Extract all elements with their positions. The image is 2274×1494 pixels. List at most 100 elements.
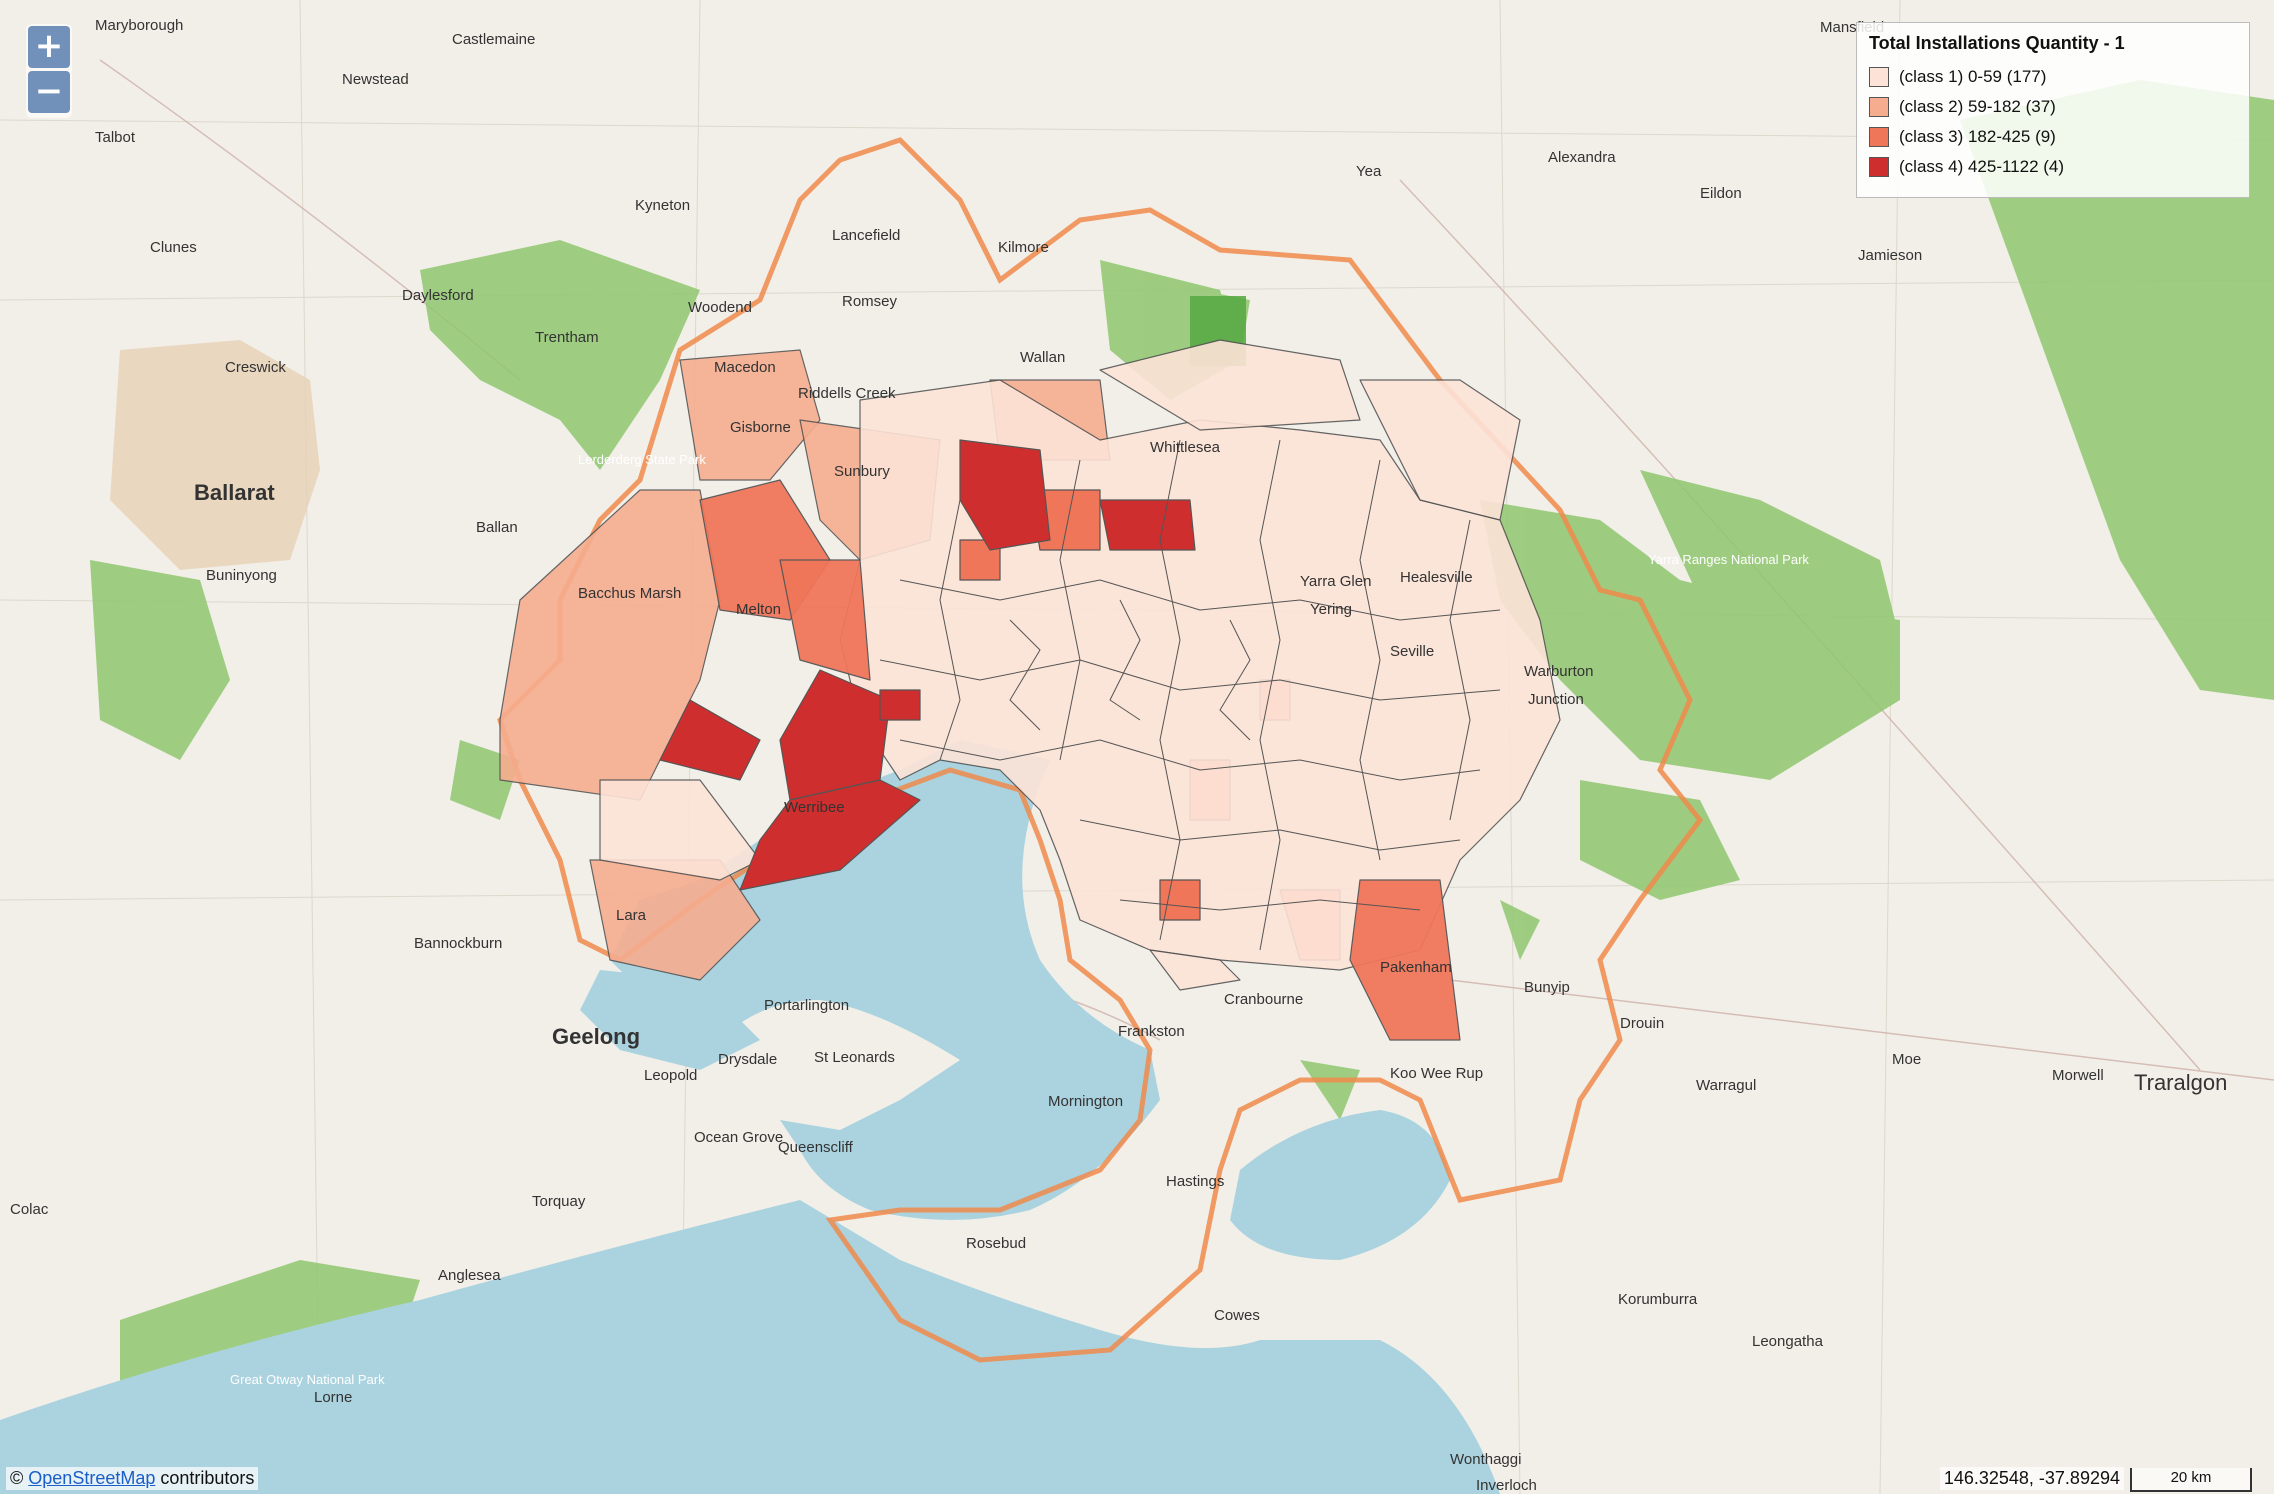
place-label: Newstead (342, 71, 409, 88)
place-label: Hastings (1166, 1173, 1224, 1190)
place-label: Werribee (784, 799, 845, 816)
legend-row: (class 3) 182-425 (9) (1869, 122, 2237, 152)
place-label: Ballarat (194, 480, 275, 505)
place-label: St Leonards (814, 1049, 895, 1066)
place-label: Clunes (150, 239, 197, 256)
region-class-4 (879, 689, 921, 721)
attribution-suffix: contributors (160, 1468, 255, 1488)
ballarat-urban-area (110, 340, 320, 570)
place-label: Bannockburn (414, 935, 502, 952)
place-label: Lorne (314, 1389, 352, 1406)
place-label: Portarlington (764, 997, 849, 1014)
place-label: Lerderderg State Park (578, 452, 706, 467)
region-class-2 (499, 489, 721, 801)
region-class-4 (739, 779, 921, 891)
place-label: Kyneton (635, 197, 690, 214)
place-label: Leopold (644, 1067, 697, 1084)
place-label: Whittlesea (1150, 439, 1221, 456)
place-label: Frankston (1118, 1023, 1185, 1040)
place-label: Lara (616, 907, 647, 924)
place-label: Pakenham (1380, 959, 1452, 976)
region-class-1 (1099, 339, 1361, 431)
place-label: Wonthaggi (1450, 1451, 1521, 1468)
place-label: Rosebud (966, 1235, 1026, 1252)
place-label: Geelong (552, 1024, 640, 1049)
place-label: Yarra Glen (1300, 573, 1371, 590)
scale-bar: 20 km (2130, 1468, 2252, 1492)
place-labels: Maryborough Castlemaine Newstead Talbot … (10, 17, 2227, 1494)
region-class-1 (599, 779, 761, 881)
place-label: Melton (736, 601, 781, 618)
place-label: Riddells Creek (798, 385, 896, 402)
place-label: Inverloch (1476, 1477, 1537, 1494)
zoom-in-button[interactable]: + (28, 26, 70, 68)
attribution-prefix: © (10, 1468, 24, 1488)
legend-label: (class 2) 59-182 (37) (1899, 97, 2056, 116)
place-label: Traralgon (2134, 1070, 2227, 1095)
attribution: © OpenStreetMap contributors (6, 1467, 259, 1490)
place-label: Morwell (2052, 1067, 2104, 1084)
place-label: Drouin (1620, 1015, 1664, 1032)
legend-label: (class 3) 182-425 (9) (1899, 127, 2056, 146)
place-label: Macedon (714, 359, 776, 376)
place-label: Maryborough (95, 17, 183, 34)
legend-label: (class 4) 425-1122 (4) (1899, 157, 2065, 176)
place-label: Buninyong (206, 567, 277, 584)
place-label: Eildon (1700, 185, 1742, 202)
place-label: Ocean Grove (694, 1129, 783, 1146)
place-label: Talbot (95, 129, 136, 146)
place-label: Woodend (688, 299, 752, 316)
place-label: Torquay (532, 1193, 586, 1210)
place-label: Jamieson (1858, 247, 1922, 264)
place-label: Warburton (1524, 663, 1593, 680)
region-class-3 (779, 559, 871, 681)
place-label: Cranbourne (1224, 991, 1303, 1008)
legend-title: Total Installations Quantity - 1 (1869, 33, 2125, 53)
place-label: Moe (1892, 1051, 1921, 1068)
choropleth-regions[interactable] (499, 339, 1561, 1041)
legend-swatch (1869, 67, 1889, 87)
region-class-3 (1159, 879, 1201, 921)
place-label: Yarra Ranges National Park (1648, 552, 1809, 567)
place-label: Gisborne (730, 419, 791, 436)
place-label: Colac (10, 1201, 49, 1218)
place-label: Drysdale (718, 1051, 777, 1068)
region-class-3 (1349, 879, 1461, 1041)
place-label: Lancefield (832, 227, 900, 244)
legend-swatch (1869, 127, 1889, 147)
legend-panel: Total Installations Quantity - 1 (class … (1856, 22, 2250, 198)
place-label: Ballan (476, 519, 518, 536)
region-class-4 (1099, 499, 1196, 551)
region-class-1 (1149, 949, 1241, 991)
place-label: Seville (1390, 643, 1434, 660)
place-label: Koo Wee Rup (1390, 1065, 1483, 1082)
place-label: Bunyip (1524, 979, 1570, 996)
legend-row: (class 1) 0-59 (177) (1869, 62, 2237, 92)
place-label: Bacchus Marsh (578, 585, 681, 602)
westernport-bay (1230, 1110, 1450, 1260)
place-label: Junction (1528, 691, 1584, 708)
place-label: Leongatha (1752, 1333, 1824, 1350)
place-label: Mornington (1048, 1093, 1123, 1110)
place-label: Warragul (1696, 1077, 1756, 1094)
legend-label: (class 1) 0-59 (177) (1899, 67, 2047, 86)
osm-link[interactable]: OpenStreetMap (28, 1468, 156, 1488)
mouse-coordinates: 146.32548, -37.89294 (1939, 1467, 2124, 1490)
legend-swatch (1869, 97, 1889, 117)
place-label: Daylesford (402, 287, 474, 304)
place-label: Yering (1310, 601, 1352, 618)
place-label: Creswick (225, 359, 286, 376)
place-label: Wallan (1020, 349, 1065, 366)
place-label: Kilmore (998, 239, 1049, 256)
legend-swatch (1869, 157, 1889, 177)
place-label: Alexandra (1548, 149, 1616, 166)
zoom-out-button[interactable]: − (28, 71, 70, 113)
place-label: Sunbury (834, 463, 890, 480)
place-label: Healesville (1400, 569, 1473, 586)
legend-row: (class 2) 59-182 (37) (1869, 92, 2237, 122)
legend-row: (class 4) 425-1122 (4) (1869, 152, 2237, 182)
place-label: Korumburra (1618, 1291, 1698, 1308)
zoom-controls: + − (26, 24, 72, 118)
place-label: Trentham (535, 329, 599, 346)
